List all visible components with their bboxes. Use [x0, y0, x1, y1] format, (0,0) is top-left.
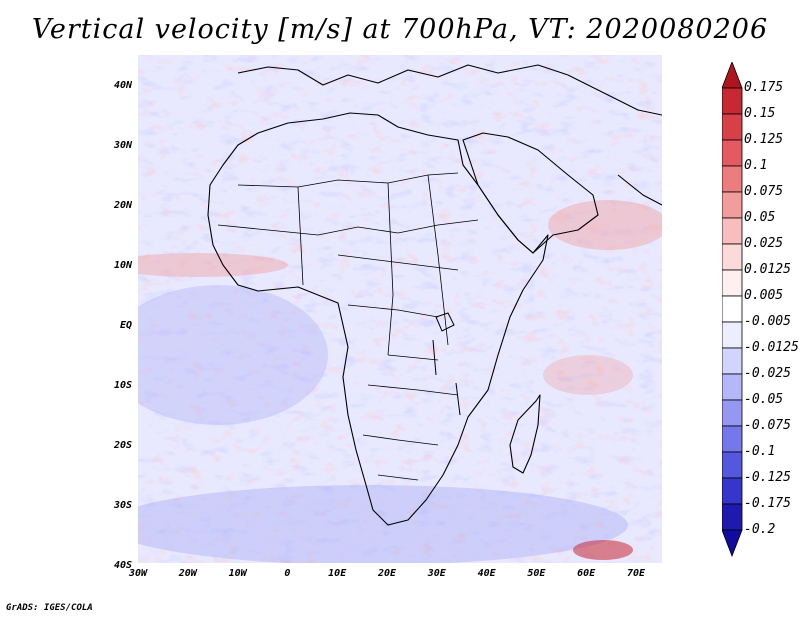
colorbar-segment — [722, 62, 743, 89]
lon-label: 20E — [377, 568, 397, 579]
colorbar-label: -0.2 — [744, 522, 776, 537]
lake-tanganyika — [432, 339, 437, 376]
velocity-field-texture — [138, 55, 662, 563]
lat-label: 20S — [113, 440, 132, 451]
colorbar-segment — [722, 373, 743, 401]
africa-coastline — [207, 112, 549, 526]
lon-label: 10E — [328, 568, 347, 579]
colorbar — [722, 62, 743, 558]
lon-label: 50E — [527, 568, 546, 579]
colorbar-label: 0.005 — [744, 288, 784, 303]
lon-label: 60E — [577, 568, 596, 579]
lon-label: 30E — [427, 568, 446, 579]
lon-label: 0 — [284, 568, 291, 579]
velocity-field-southwest-high — [573, 540, 633, 560]
colorbar-label: -0.1 — [744, 444, 776, 459]
colorbar-label: 0.0125 — [744, 262, 791, 277]
lon-label: 70E — [626, 568, 646, 579]
border-sahara-north — [237, 172, 459, 188]
colorbar-label: 0.175 — [744, 80, 784, 95]
madagascar-coastline — [509, 394, 541, 474]
velocity-field-atlantic-band — [138, 285, 328, 425]
colorbar-segment — [722, 347, 743, 375]
colorbar-segment — [722, 243, 743, 271]
colorbar-label: 0.075 — [744, 184, 784, 199]
lat-label: 30N — [113, 140, 132, 151]
border-vertical-west — [297, 186, 304, 286]
europe-coastline — [237, 64, 569, 86]
coastlines — [207, 64, 662, 526]
border-sahel — [217, 219, 479, 236]
colorbar-label: -0.005 — [744, 314, 791, 329]
border-central — [337, 254, 459, 271]
colorbar-label: 0.15 — [744, 106, 776, 121]
colorbar-label: 0.05 — [744, 210, 776, 225]
colorbar-segment — [722, 269, 743, 297]
colorbar-segment — [722, 87, 743, 115]
colorbar-label: -0.175 — [744, 496, 791, 511]
lakes — [432, 312, 461, 416]
colorbar-segment — [722, 165, 743, 193]
colorbar-label: 0.125 — [744, 132, 784, 147]
colorbar-segment — [722, 399, 743, 427]
lat-label: 20N — [113, 200, 132, 211]
lon-label: 40E — [477, 568, 496, 579]
colorbar-segment — [722, 425, 743, 453]
map-title: Vertical velocity [m/s] at 700hPa, VT: 2… — [31, 14, 769, 45]
lat-label: 30S — [113, 500, 132, 511]
velocity-field-itcz — [138, 253, 288, 277]
colorbar-label: -0.0125 — [744, 340, 799, 355]
border-vertical-central — [387, 182, 394, 356]
colorbar-segment — [722, 113, 743, 141]
border-congo — [347, 304, 439, 361]
colorbar-segment — [722, 191, 743, 219]
lake-victoria — [435, 312, 455, 332]
colorbar-segment — [722, 295, 743, 323]
lat-label: 10N — [113, 260, 132, 271]
velocity-field-indian-high — [543, 355, 633, 395]
lon-label: 10W — [228, 568, 247, 579]
lat-label: 10S — [113, 380, 132, 391]
lon-label: 30W — [128, 568, 148, 579]
colorbar-segment — [722, 451, 743, 479]
lon-label: 20W — [178, 568, 197, 579]
lat-label: 40S — [113, 560, 132, 571]
arabia-coastline — [462, 132, 599, 254]
colorbar-label: -0.025 — [744, 366, 791, 381]
colorbar-label: 0.025 — [744, 236, 784, 251]
lake-malawi — [455, 382, 461, 416]
colorbar-segment — [722, 139, 743, 167]
map-plot-area — [138, 55, 662, 563]
colorbar-segment — [722, 529, 743, 558]
lat-label: 40N — [113, 80, 132, 91]
colorbar-label: -0.075 — [744, 418, 791, 433]
velocity-field-arabian-high — [548, 200, 662, 250]
country-borders — [217, 172, 479, 481]
border-vertical-east — [427, 174, 449, 346]
lat-label: EQ — [119, 320, 132, 331]
credit-text: GrADS: IGES/COLA — [6, 603, 93, 613]
velocity-field-south-band — [138, 485, 628, 563]
colorbar-segment — [722, 217, 743, 245]
asia-coastline — [567, 74, 662, 206]
colorbar-segment — [722, 321, 743, 349]
colorbar-label: 0.1 — [744, 158, 768, 173]
colorbar-label: -0.05 — [744, 392, 784, 407]
colorbar-segment — [722, 503, 743, 531]
border-south — [362, 384, 459, 481]
colorbar-label: -0.125 — [744, 470, 791, 485]
colorbar-segment — [722, 477, 743, 505]
